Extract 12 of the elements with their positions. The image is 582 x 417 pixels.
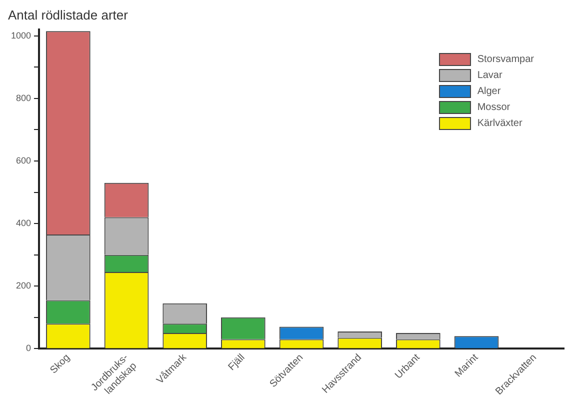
legend-label: Kärlväxter bbox=[477, 118, 522, 129]
y-tick-label: 600 bbox=[16, 155, 32, 166]
legend-label: Alger bbox=[477, 86, 501, 97]
y-tick-label: 1000 bbox=[10, 30, 32, 40]
y-tick-label: 0 bbox=[26, 343, 32, 354]
chart-title: Antal rödlistade arter bbox=[8, 7, 129, 22]
y-tick-label: 400 bbox=[16, 218, 32, 228]
y-tick-label: 800 bbox=[16, 92, 32, 103]
y-tick-label: 200 bbox=[16, 280, 32, 291]
legend-label: Lavar bbox=[477, 70, 502, 81]
legend-label: Storsvampar bbox=[477, 54, 534, 65]
legend-label: Mossor bbox=[477, 102, 510, 113]
